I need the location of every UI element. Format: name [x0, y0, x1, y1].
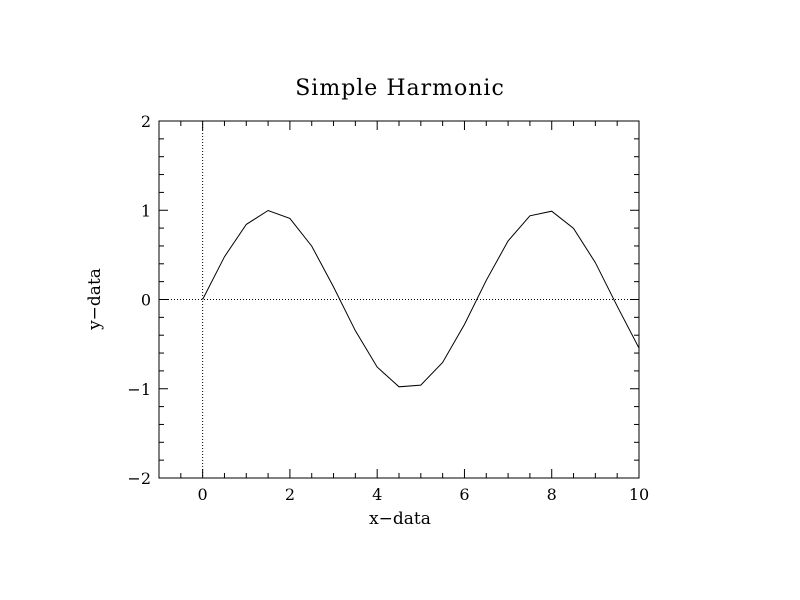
y-axis-label: y−data [85, 268, 105, 331]
x-tick-label: 0 [198, 485, 208, 504]
x-tick-label: 8 [547, 485, 557, 504]
plot-area: 0 2 4 6 8 10 −2 −1 0 1 2 [127, 112, 649, 504]
x-tick-label: 6 [459, 485, 469, 504]
series-line [202, 209, 640, 388]
x-tick-label: 2 [285, 485, 295, 504]
y-tick-label: −2 [127, 469, 151, 488]
chart-title: Simple Harmonic [295, 76, 505, 101]
x-tick-label: 10 [629, 485, 649, 504]
y-tick-label: 2 [141, 112, 151, 131]
y-tick-label: 0 [141, 291, 151, 310]
x-tick-label: 4 [372, 485, 382, 504]
y-tick-label: −1 [127, 380, 151, 399]
y-tick-label: 1 [141, 201, 151, 220]
x-axis-label: x−data [369, 509, 431, 529]
